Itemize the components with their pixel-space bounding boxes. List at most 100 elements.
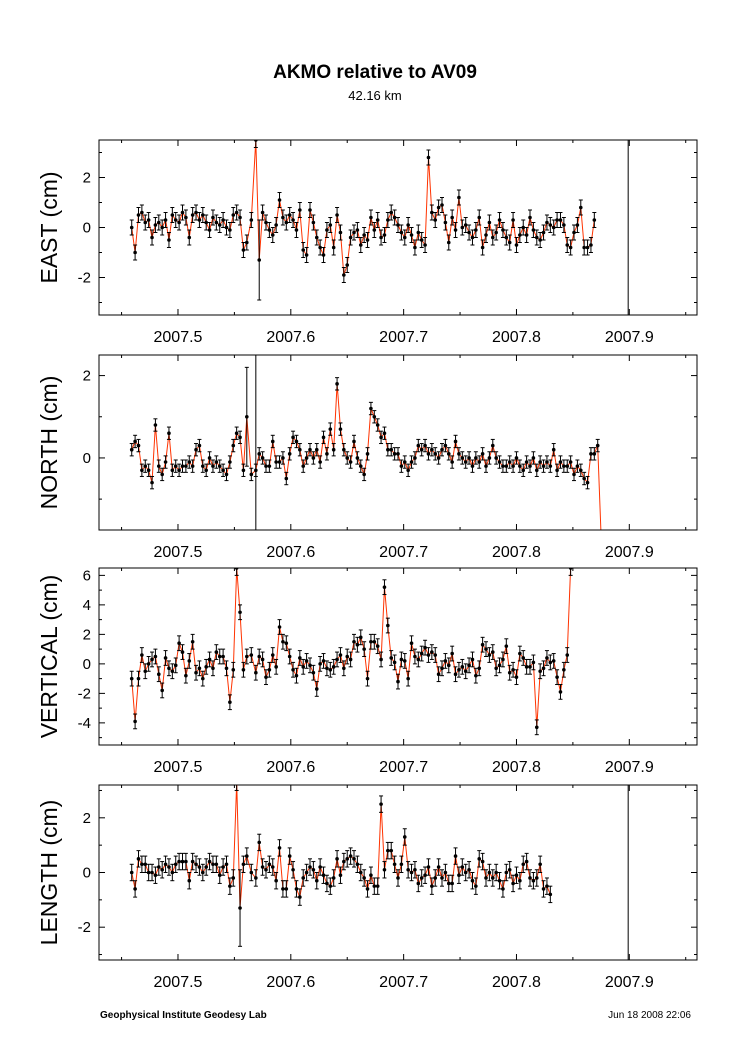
data-point: [375, 884, 380, 888]
data-point: [136, 857, 141, 861]
data-point: [338, 427, 343, 431]
data-point: [234, 568, 239, 570]
data-point: [578, 205, 583, 210]
data-point: [146, 870, 151, 875]
data-point: [325, 228, 329, 232]
data-point: [187, 659, 192, 663]
data-point: [565, 653, 570, 657]
data-point: [548, 223, 553, 227]
x-tick-label: 2007.6: [266, 974, 315, 991]
y-tick-label: -2: [78, 685, 91, 702]
data-point: [518, 878, 522, 883]
data-point: [568, 460, 573, 464]
data-point: [440, 203, 444, 207]
data-point: [177, 641, 181, 646]
data-point: [231, 443, 236, 448]
data-point: [443, 659, 448, 663]
data-point: [345, 263, 350, 267]
data-point: [497, 460, 502, 464]
data-point: [294, 887, 299, 891]
data-point: [249, 870, 254, 875]
data-point: [514, 873, 519, 878]
data-point: [551, 447, 556, 452]
data-point: [140, 468, 144, 473]
data-point: [184, 215, 188, 220]
data-point: [335, 657, 339, 662]
data-point: [234, 431, 239, 436]
data-point: [153, 654, 158, 659]
data-point: [321, 435, 326, 440]
data-point: [379, 802, 383, 806]
data-point: [578, 468, 583, 473]
data-point: [562, 223, 566, 227]
data-point: [568, 568, 573, 570]
y-tick-label: -2: [78, 270, 91, 287]
data-point: [348, 657, 353, 662]
data-point: [187, 460, 192, 464]
data-point: [396, 223, 400, 227]
data-point: [284, 887, 289, 891]
data-point: [460, 865, 465, 869]
data-point: [184, 464, 188, 468]
data-point: [457, 667, 461, 672]
data-point: [221, 218, 225, 222]
data-point: [129, 225, 134, 230]
data-point: [511, 464, 515, 468]
data-point: [406, 676, 410, 681]
data-point: [294, 439, 299, 444]
data-point: [365, 676, 370, 681]
data-point: [355, 456, 360, 460]
data-point: [358, 635, 363, 640]
data-point: [194, 862, 198, 867]
data-point: [308, 663, 312, 668]
data-point: [358, 464, 363, 468]
data-point: [362, 647, 366, 651]
data-point: [382, 431, 387, 436]
data-point: [267, 862, 272, 867]
y-axis-label: VERTICAL (cm): [36, 575, 62, 739]
data-point: [221, 654, 225, 659]
data-point: [197, 218, 202, 222]
data-point: [298, 895, 302, 899]
data-point: [413, 456, 417, 460]
x-tick-label: 2007.7: [379, 759, 428, 776]
data-point: [190, 639, 195, 644]
data-point: [457, 873, 461, 878]
data-point: [190, 859, 195, 864]
data-point: [389, 210, 394, 215]
data-point: [146, 468, 151, 473]
data-point: [241, 667, 246, 672]
data-point: [304, 870, 309, 875]
data-point: [217, 654, 222, 659]
data-point: [249, 653, 254, 657]
data-point: [241, 862, 246, 867]
data-point: [301, 248, 306, 252]
data-point: [562, 667, 566, 672]
data-point: [524, 859, 529, 864]
data-point: [335, 857, 339, 861]
data-point: [177, 220, 181, 225]
data-point: [430, 884, 434, 888]
data-point: [551, 659, 556, 663]
data-point: [585, 480, 590, 485]
data-point: [352, 857, 356, 861]
data-point: [443, 220, 448, 225]
data-point: [338, 653, 343, 657]
data-point: [436, 205, 441, 210]
data-point: [365, 238, 370, 242]
data-point: [487, 870, 492, 875]
data-point: [497, 878, 502, 883]
x-tick-label: 2007.9: [605, 544, 654, 561]
data-point: [301, 665, 306, 669]
data-point: [507, 867, 512, 872]
data-point: [245, 654, 249, 659]
data-point: [331, 665, 336, 669]
data-point: [423, 873, 427, 878]
data-point: [335, 382, 339, 386]
data-point: [325, 881, 329, 886]
data-point: [501, 464, 505, 468]
data-point: [167, 666, 171, 671]
data-point: [389, 848, 394, 853]
data-point: [245, 240, 249, 245]
